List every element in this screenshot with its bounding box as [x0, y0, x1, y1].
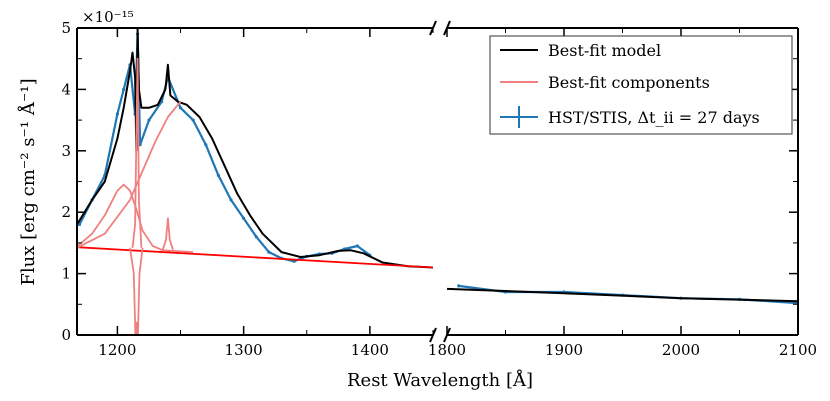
data-point-hst-stis-t-ii-27-days-0-8: [138, 143, 142, 147]
x-tick-label-2100: 2100: [779, 341, 817, 359]
data-point-hst-stis-t-ii-27-days-0-19: [267, 250, 271, 254]
y-tick-label-2: 2: [61, 203, 71, 221]
data-layer: [77, 28, 798, 335]
series-line-best-fit-components-narrow-1240-panel-0: [161, 217, 174, 250]
series-line-best-fit-components-continuum-panel-0: [77, 246, 433, 269]
series-line-hst-stis-t-ii-27-days-panel-0: [78, 33, 371, 263]
legend-label-model: Best-fit model: [548, 41, 661, 60]
series-line-best-fit-components-absorption-panel-0: [129, 247, 144, 335]
data-point-hst-stis-t-ii-27-days-0-0: [77, 222, 82, 227]
data-point-hst-stis-t-ii-27-days-0-9: [147, 118, 151, 122]
x-tick-label-1800: 1800: [428, 341, 466, 359]
x-tick-label-1400: 1400: [351, 341, 389, 359]
y-tick-label-5: 5: [61, 19, 71, 37]
y-multiplier: ×10⁻¹⁵: [82, 8, 134, 26]
ticks-layer: 0 1 2 3 4 5 1200 1300 1400 1800 1900 2000 2100: [61, 19, 817, 359]
x-tick-label-1300: 1300: [225, 341, 263, 359]
series-line-best-fit-components-rising-broad-panel-0: [77, 101, 182, 249]
x-tick-label-1200: 1200: [98, 341, 136, 359]
legend: Best-fit model Best-fit components HST/S…: [489, 35, 793, 135]
x-tick-label-1900: 1900: [545, 341, 583, 359]
series-line-best-fit-model-panel-1: [447, 287, 798, 303]
legend-box: [489, 35, 793, 135]
data-point-hst-stis-t-ii-27-days-0-15: [216, 173, 220, 177]
y-axis-title: Flux [erg cm⁻² s⁻¹ Å⁻¹]: [17, 78, 39, 285]
y-tick-label-0: 0: [61, 326, 71, 344]
legend-label-components: Best-fit components: [548, 73, 710, 92]
data-point-hst-stis-t-ii-27-days-0-17: [242, 216, 246, 220]
data-point-hst-stis-t-ii-27-days-0-26: [355, 244, 359, 248]
x-axis-title: Rest Wavelength [Å]: [347, 369, 533, 391]
data-point-hst-stis-t-ii-27-days-0-3: [115, 112, 119, 116]
data-point-hst-stis-t-ii-27-days-0-14: [204, 143, 208, 147]
y-tick-label-3: 3: [61, 142, 71, 160]
series-line-best-fit-model-panel-0: [77, 28, 433, 269]
series-line-best-fit-components-narrow-emission-panel-0: [131, 57, 143, 248]
data-point-hst-stis-t-ii-27-days-0-13: [191, 118, 195, 122]
y-tick-label-4: 4: [61, 80, 71, 98]
data-point-hst-stis-t-ii-27-days-1-0: [457, 284, 461, 288]
data-point-hst-stis-t-ii-27-days-0-16: [229, 198, 233, 202]
data-point-hst-stis-t-ii-27-days-0-4: [122, 87, 126, 91]
data-point-hst-stis-t-ii-27-days-0-18: [254, 235, 258, 239]
y-tick-label-1: 1: [61, 265, 71, 283]
legend-label-data: HST/STIS, Δt_ii = 27 days: [548, 108, 760, 127]
data-point-hst-stis-t-ii-27-days-0-12: [178, 106, 183, 110]
series-line-best-fit-components-broad-ly-panel-0: [77, 183, 194, 253]
x-tick-label-2000: 2000: [662, 341, 700, 359]
